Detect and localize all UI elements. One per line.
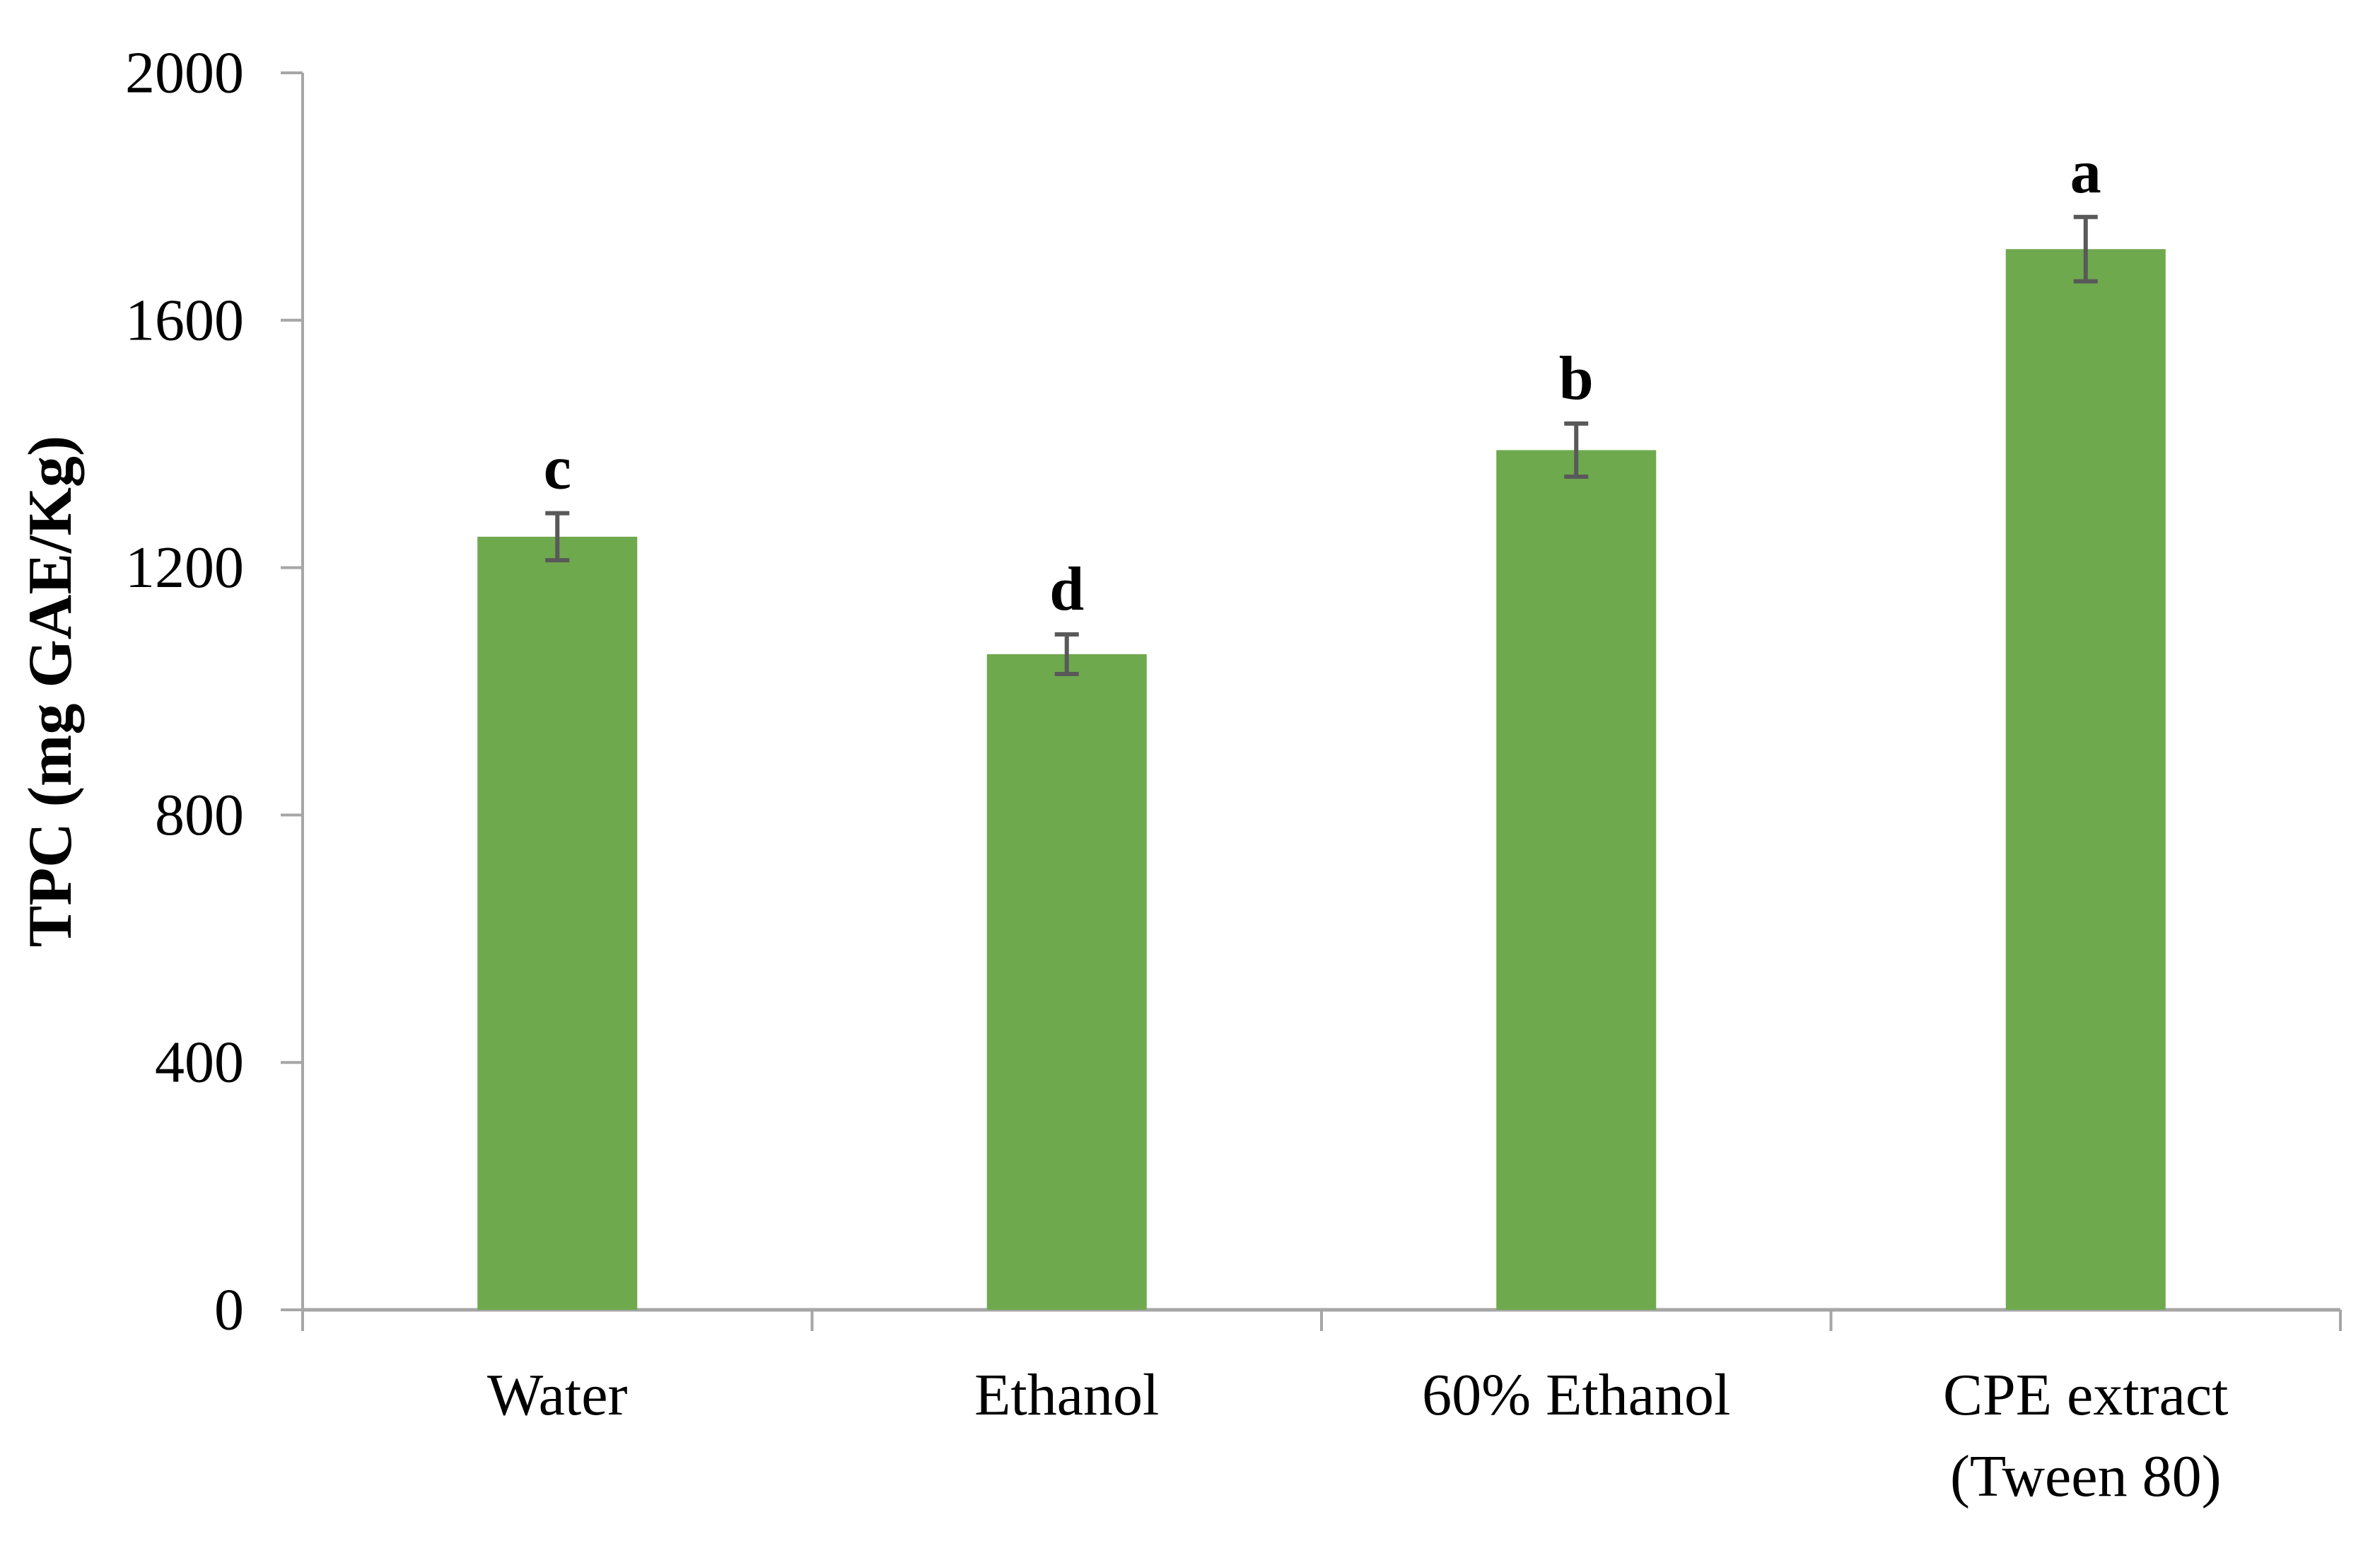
y-axis-title: TPC (mg GAE/Kg) xyxy=(16,436,85,948)
y-tick-label-0: 0 xyxy=(214,1277,244,1343)
bar-water xyxy=(477,536,638,1310)
error-bar-cpe-extract-tween-80 xyxy=(2073,214,2098,284)
y-tick-label-1600: 1600 xyxy=(125,287,244,353)
y-tick-label-1200: 1200 xyxy=(125,535,244,600)
x-category-label-water: Water xyxy=(487,1362,627,1428)
bar-ethanol xyxy=(986,654,1147,1310)
x-category-label-60-ethanol: 60% Ethanol xyxy=(1422,1362,1730,1428)
bar-cpe-extract-tween-80 xyxy=(2005,249,2166,1310)
y-tick-label-800: 800 xyxy=(155,782,244,848)
error-bar-water xyxy=(545,511,570,563)
error-bar-60-ethanol xyxy=(1564,421,1589,480)
x-category-label-cpe-extract-tween-80: (Tween 80) xyxy=(1950,1443,2222,1509)
significance-letter-60-ethanol: b xyxy=(1559,344,1594,413)
x-category-label-ethanol: Ethanol xyxy=(974,1362,1159,1428)
y-tick-label-400: 400 xyxy=(155,1030,244,1096)
significance-letter-cpe-extract-tween-80: a xyxy=(2070,138,2101,207)
significance-letter-ethanol: d xyxy=(1049,555,1084,624)
error-bar-ethanol xyxy=(1054,632,1079,677)
y-tick-label-2000: 2000 xyxy=(125,40,244,106)
x-category-label-cpe-extract-tween-80: CPE extract xyxy=(1943,1362,2229,1428)
significance-letter-water: c xyxy=(544,434,571,503)
bar-60-ethanol xyxy=(1496,450,1657,1310)
